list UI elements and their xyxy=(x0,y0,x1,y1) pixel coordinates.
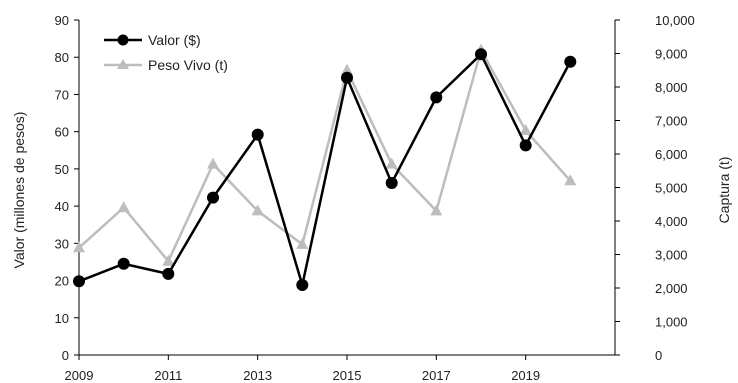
data-point-peso-vivo xyxy=(117,201,130,213)
legend-label-valor: Valor ($) xyxy=(148,32,201,48)
data-point-valor xyxy=(564,55,577,68)
right-tick-label: 9,000 xyxy=(655,47,688,62)
x-tick-label: 2009 xyxy=(65,368,94,383)
data-point-valor xyxy=(117,257,130,270)
series-layer xyxy=(73,43,577,291)
legend-marker-peso xyxy=(117,59,129,69)
right-tick-label: 7,000 xyxy=(655,114,688,129)
right-axis-ticks: 0 1,000 2,000 3,000 4,000 5,000 6,000 7,000 8,00… xyxy=(615,13,695,363)
data-point-valor xyxy=(475,48,487,61)
data-point-valor xyxy=(162,267,175,280)
data-point-valor xyxy=(251,128,264,141)
right-tick-label: 6,000 xyxy=(655,147,688,162)
x-tick-label: 2017 xyxy=(422,368,451,383)
left-tick-label: 20 xyxy=(55,274,69,289)
right-tick-label: 4,000 xyxy=(655,214,688,229)
right-tick-label: 2,000 xyxy=(655,281,688,296)
data-point-valor xyxy=(341,71,353,84)
data-point-valor xyxy=(207,191,219,204)
x-tick-label: 2011 xyxy=(154,368,182,383)
x-tick-label: 2013 xyxy=(243,368,272,383)
legend: Valor ($) Peso Vivo (t) xyxy=(104,32,228,73)
series-line-peso-vivo xyxy=(78,46,572,264)
data-point-peso-vivo xyxy=(207,157,219,169)
right-tick-label: 1,000 xyxy=(655,315,688,330)
data-point-valor xyxy=(296,279,309,291)
data-point-peso-vivo xyxy=(564,174,577,186)
right-tick-label: 5,000 xyxy=(655,181,688,196)
right-tick-label: 3,000 xyxy=(655,248,688,263)
data-point-peso-vivo xyxy=(430,204,443,216)
legend-label-peso: Peso Vivo (t) xyxy=(148,57,228,73)
data-point-valor xyxy=(519,139,532,152)
data-point-peso-vivo xyxy=(385,157,398,169)
data-point-peso-vivo xyxy=(162,254,175,266)
legend-marker-valor xyxy=(117,34,129,46)
left-axis-title: Valor (millones de pesos) xyxy=(11,112,27,269)
right-tick-label: 0 xyxy=(655,348,662,363)
left-tick-label: 10 xyxy=(55,311,69,326)
data-point-valor xyxy=(385,177,398,189)
right-axis-title: Captura (t) xyxy=(716,157,732,224)
data-point-peso-vivo xyxy=(296,237,309,249)
series-line-valor xyxy=(78,52,572,286)
data-point-peso-vivo xyxy=(73,241,85,253)
right-tick-label: 8,000 xyxy=(655,80,688,95)
x-tick-label: 2019 xyxy=(511,368,540,383)
data-point-peso-vivo xyxy=(519,124,532,135)
left-tick-label: 0 xyxy=(62,348,69,363)
x-tick-label: 2015 xyxy=(333,368,362,383)
left-tick-label: 30 xyxy=(55,236,69,251)
right-tick-label: 10,000 xyxy=(655,13,695,28)
left-tick-label: 70 xyxy=(55,87,69,102)
data-point-valor xyxy=(430,91,443,104)
data-point-valor xyxy=(73,275,85,288)
data-point-peso-vivo xyxy=(251,204,264,216)
left-tick-label: 50 xyxy=(55,162,69,177)
left-tick-label: 40 xyxy=(55,199,69,214)
x-axis-ticks: 2009 2011 2013 2015 2017 2019 xyxy=(65,355,540,383)
left-tick-label: 60 xyxy=(55,125,69,140)
left-tick-label: 80 xyxy=(55,50,69,65)
left-axis-ticks: 0 10 20 30 40 50 60 70 80 90 xyxy=(55,13,79,363)
data-point-peso-vivo xyxy=(341,63,353,75)
left-tick-label: 90 xyxy=(55,13,69,28)
